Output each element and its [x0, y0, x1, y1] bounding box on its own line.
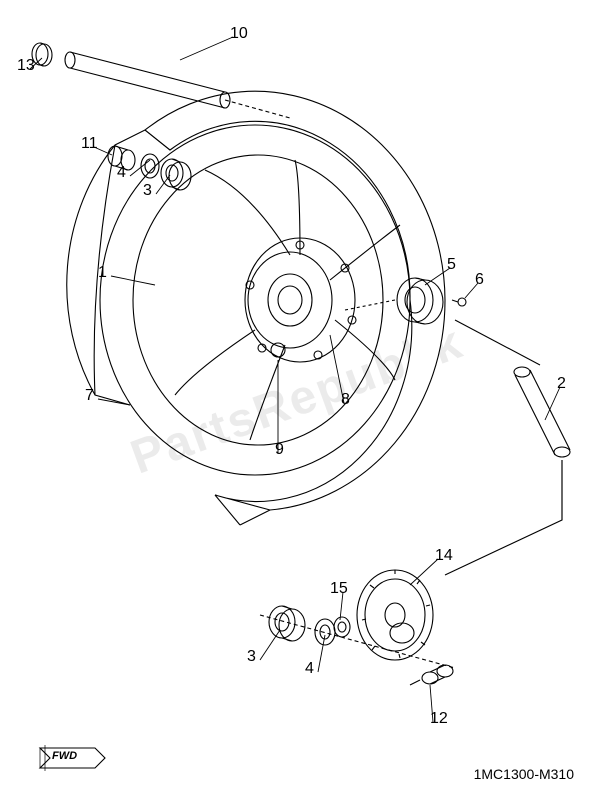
callout-3: 3 [143, 182, 152, 200]
callout-5: 5 [447, 256, 456, 274]
callout-4: 4 [117, 164, 126, 182]
callout-6: 6 [475, 271, 484, 289]
fwd-badge-text: FWD [52, 750, 77, 762]
callout-13: 13 [17, 57, 35, 75]
callout-2: 2 [557, 375, 566, 393]
callout-15: 15 [330, 580, 348, 598]
callout-9: 9 [275, 441, 284, 459]
callout-12: 12 [430, 710, 448, 728]
callout-7: 7 [85, 387, 94, 405]
callout-1: 1 [98, 264, 107, 282]
diagram-canvas: PartsRepublik [0, 0, 594, 800]
callout-4b: 4 [305, 660, 314, 678]
callout-10: 10 [230, 25, 248, 43]
diagram-part-number: 1MC1300-M310 [474, 766, 574, 782]
callout-3b: 3 [247, 648, 256, 666]
callout-14: 14 [435, 547, 453, 565]
callout-8: 8 [341, 391, 350, 409]
callout-11: 11 [81, 135, 98, 153]
